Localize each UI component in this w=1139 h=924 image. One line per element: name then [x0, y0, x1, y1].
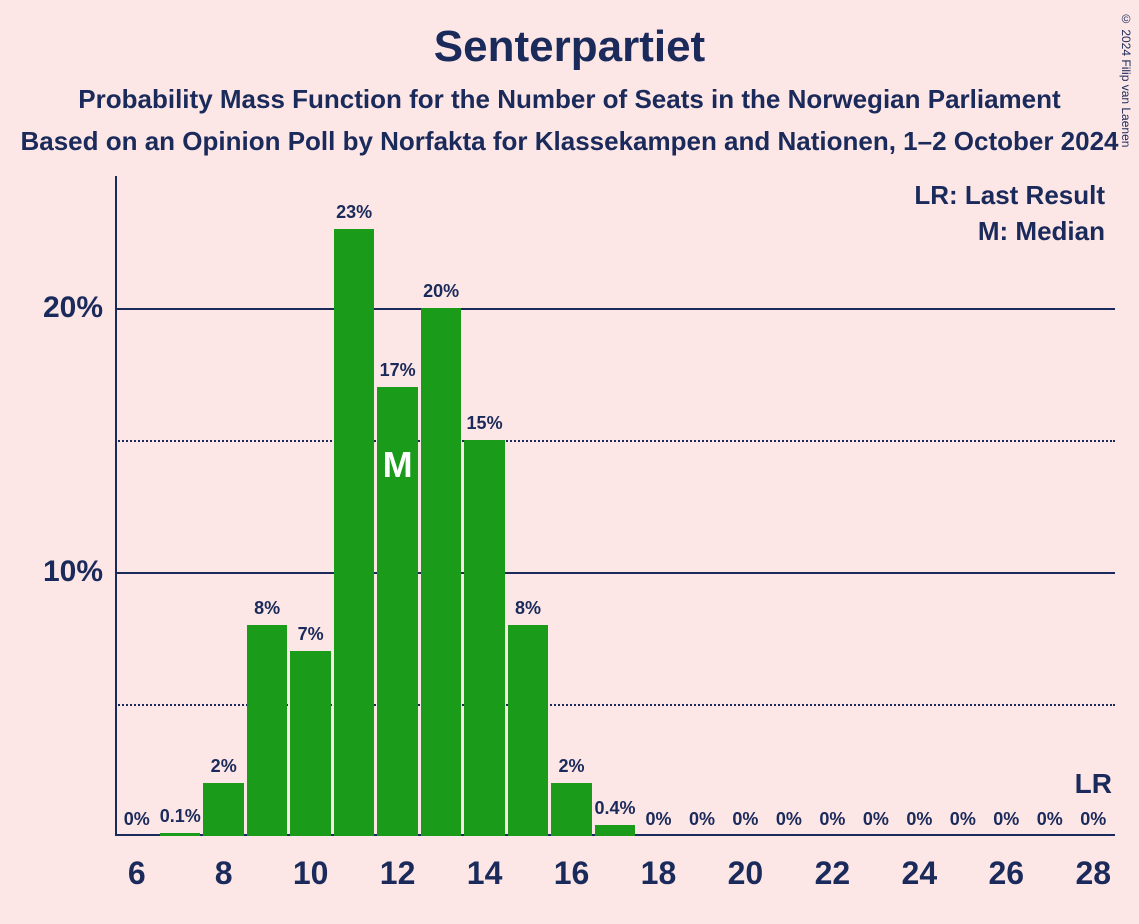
chart-subtitle-1: Probability Mass Function for the Number… [0, 84, 1139, 115]
bar-value-label: 0% [993, 809, 1019, 830]
bar-value-label: 17% [380, 360, 416, 381]
bar-value-label: 8% [254, 598, 280, 619]
x-axis-label: 28 [1075, 855, 1111, 892]
bar-value-label: 0% [776, 809, 802, 830]
bar-value-label: 0.1% [160, 806, 201, 827]
x-axis-label: 14 [467, 855, 503, 892]
y-axis-label: 20% [43, 291, 103, 325]
x-axis-label: 26 [989, 855, 1025, 892]
bar [595, 825, 635, 836]
bar [247, 625, 287, 836]
bar-value-label: 0% [689, 809, 715, 830]
bar-value-label: 2% [559, 756, 585, 777]
x-axis-label: 16 [554, 855, 590, 892]
bar-value-label: 15% [467, 413, 503, 434]
bar-value-label: 0% [1080, 809, 1106, 830]
bar-value-label: 0% [863, 809, 889, 830]
bar-value-label: 0% [124, 809, 150, 830]
bar [203, 783, 243, 836]
legend-m: M: Median [978, 216, 1105, 247]
bar-value-label: 0% [645, 809, 671, 830]
median-marker: M [383, 444, 413, 486]
chart-title: Senterpartiet [0, 22, 1139, 72]
bar [160, 833, 200, 836]
bar-value-label: 0% [906, 809, 932, 830]
x-axis-label: 24 [902, 855, 938, 892]
bar-value-label: 0.4% [594, 798, 635, 819]
y-axis [115, 176, 117, 836]
plot-area: LR: Last Result M: Median 10%20%0%0.1%2%… [115, 176, 1115, 836]
last-result-marker: LR [1075, 768, 1112, 800]
bar [508, 625, 548, 836]
bar-value-label: 23% [336, 202, 372, 223]
bar-value-label: 8% [515, 598, 541, 619]
x-axis-label: 20 [728, 855, 764, 892]
x-axis-label: 6 [128, 855, 146, 892]
bar [334, 229, 374, 836]
gridline-major [115, 308, 1115, 310]
bar-value-label: 0% [950, 809, 976, 830]
x-axis-label: 8 [215, 855, 233, 892]
bar-value-label: 0% [732, 809, 758, 830]
bar [551, 783, 591, 836]
bar-value-label: 20% [423, 281, 459, 302]
copyright-text: © 2024 Filip van Laenen [1119, 12, 1133, 147]
chart-subtitle-2: Based on an Opinion Poll by Norfakta for… [0, 126, 1139, 157]
bar-value-label: 0% [1037, 809, 1063, 830]
bar-value-label: 2% [211, 756, 237, 777]
x-axis-label: 12 [380, 855, 416, 892]
y-axis-label: 10% [43, 555, 103, 589]
x-axis-label: 18 [641, 855, 677, 892]
bar [290, 651, 330, 836]
chart-canvas: Senterpartiet Probability Mass Function … [0, 0, 1139, 924]
gridline-minor [115, 440, 1115, 442]
x-axis-label: 22 [815, 855, 851, 892]
x-axis-label: 10 [293, 855, 329, 892]
bar [421, 308, 461, 836]
legend-lr: LR: Last Result [914, 180, 1105, 211]
gridline-major [115, 572, 1115, 574]
bar-value-label: 7% [298, 624, 324, 645]
bar [464, 440, 504, 836]
bar-value-label: 0% [819, 809, 845, 830]
